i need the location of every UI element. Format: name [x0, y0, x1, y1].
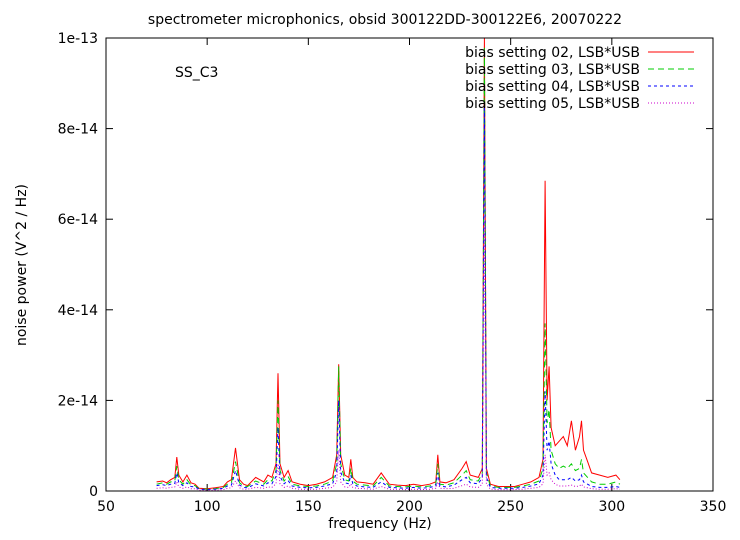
x-tick-label: 200 [396, 499, 423, 515]
x-axis-label: frequency (Hz) [328, 516, 431, 532]
y-axis-label: noise power (V^2 / Hz) [14, 184, 30, 346]
x-tick-label: 150 [295, 499, 322, 515]
series-line-4 [156, 219, 620, 491]
series-line-2 [156, 47, 621, 490]
x-tick-label: 250 [497, 499, 524, 515]
series-layer [156, 37, 621, 491]
y-tick-label: 6e-14 [58, 212, 98, 228]
series-line-1 [156, 37, 621, 490]
y-tick-label: 1e-13 [58, 31, 98, 47]
x-tick-label: 100 [194, 499, 221, 515]
plot-frame [105, 37, 714, 492]
x-tick-label: 350 [700, 499, 727, 515]
y-tick-label: 8e-14 [58, 122, 98, 138]
legend-label-3: bias setting 04, LSB*USB [465, 79, 640, 95]
legend-label-4: bias setting 05, LSB*USB [465, 96, 640, 112]
y-tick-label: 4e-14 [58, 303, 98, 319]
x-tick-label: 300 [598, 499, 625, 515]
axis-ticks: 50 100 150 200 250 300 350 0 2e-14 4e-14 6e-14 8e-1… [58, 31, 727, 515]
legend-label-1: bias setting 02, LSB*USB [465, 45, 640, 61]
x-tick-label: 50 [97, 499, 115, 515]
y-tick-label: 0 [89, 484, 98, 500]
y-tick-label: 2e-14 [58, 393, 98, 409]
chart-annotation: SS_C3 [175, 65, 218, 81]
legend-label-2: bias setting 03, LSB*USB [465, 62, 640, 78]
chart-title: spectrometer microphonics, obsid 300122D… [148, 12, 622, 28]
